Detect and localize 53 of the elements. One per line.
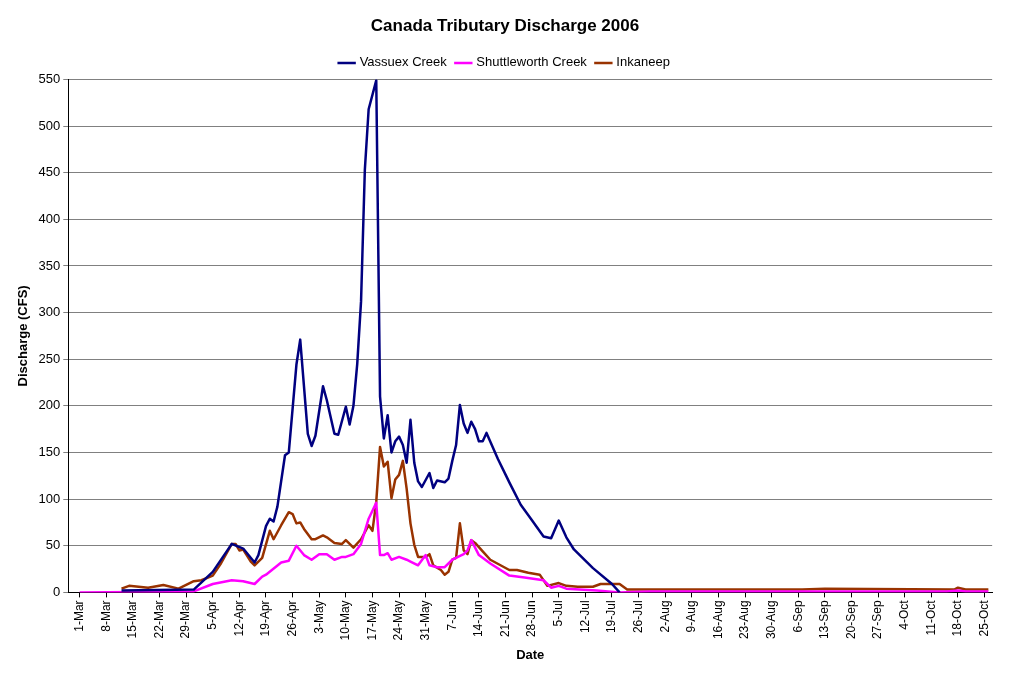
x-tick-label: 26-Apr bbox=[284, 600, 299, 637]
legend-label: Vassuex Creek bbox=[359, 54, 448, 70]
y-tick-label: 150 bbox=[38, 444, 61, 460]
x-axis-title: Date bbox=[516, 646, 545, 662]
x-tick-label: 25-Oct bbox=[976, 599, 991, 637]
y-tick-label: 300 bbox=[38, 304, 61, 320]
y-tick-label: 250 bbox=[38, 350, 61, 366]
y-axis-title: Discharge (CFS) bbox=[15, 285, 31, 387]
x-tick-label: 3-May bbox=[311, 600, 326, 634]
y-tick-label: 350 bbox=[38, 257, 61, 273]
legend-label: Inkaneep bbox=[616, 54, 670, 70]
x-tick-label: 13-Sep bbox=[817, 600, 832, 640]
x-tick-label: 6-Sep bbox=[790, 600, 805, 633]
y-tick-label: 450 bbox=[38, 164, 61, 180]
x-tick-label: 12-Jul bbox=[577, 600, 592, 634]
x-tick-label: 30-Aug bbox=[763, 600, 778, 640]
x-tick-label: 23-Aug bbox=[737, 600, 752, 640]
x-tick-label: 15-Mar bbox=[125, 600, 140, 639]
x-tick-label: 26-Jul bbox=[630, 600, 645, 634]
x-tick-label: 9-Aug bbox=[684, 600, 699, 633]
x-tick-label: 7-Jun bbox=[444, 600, 459, 631]
x-tick-label: 29-Mar bbox=[178, 600, 193, 639]
x-tick-label: 22-Mar bbox=[151, 600, 166, 639]
x-tick-label: 21-Jun bbox=[497, 600, 512, 638]
x-tick-label: 19-Apr bbox=[258, 600, 273, 637]
legend-label: Shuttleworth Creek bbox=[476, 54, 588, 70]
x-tick-label: 16-Aug bbox=[710, 600, 725, 640]
x-tick-label: 19-Jul bbox=[604, 600, 619, 634]
y-tick-label: 200 bbox=[38, 397, 61, 413]
y-tick-label: 50 bbox=[45, 537, 61, 553]
x-tick-label: 1-Mar bbox=[72, 600, 87, 632]
x-tick-label: 12-Apr bbox=[231, 600, 246, 637]
x-tick-label: 18-Oct bbox=[950, 599, 965, 637]
x-tick-label: 5-Jul bbox=[551, 600, 566, 627]
y-tick-label: 550 bbox=[38, 70, 61, 86]
x-tick-label: 11-Oct bbox=[923, 599, 938, 636]
x-tick-label: 24-May bbox=[391, 600, 406, 641]
x-tick-label: 31-May bbox=[417, 600, 432, 641]
x-tick-label: 2-Aug bbox=[657, 600, 672, 633]
y-tick-label: 0 bbox=[53, 583, 61, 599]
x-tick-label: 20-Sep bbox=[843, 600, 858, 640]
y-tick-label: 500 bbox=[38, 117, 61, 133]
x-tick-label: 17-May bbox=[364, 600, 379, 641]
chart-title: Canada Tributary Discharge 2006 bbox=[370, 15, 640, 35]
x-tick-label: 14-Jun bbox=[471, 600, 486, 638]
x-tick-label: 27-Sep bbox=[870, 600, 885, 640]
y-tick-label: 100 bbox=[38, 490, 61, 506]
x-tick-label: 8-Mar bbox=[98, 600, 113, 632]
y-tick-label: 400 bbox=[38, 210, 61, 226]
x-tick-label: 5-Apr bbox=[205, 600, 220, 630]
x-tick-label: 10-May bbox=[338, 600, 353, 641]
x-tick-label: 4-Oct bbox=[897, 599, 912, 630]
x-tick-label: 28-Jun bbox=[524, 600, 539, 638]
